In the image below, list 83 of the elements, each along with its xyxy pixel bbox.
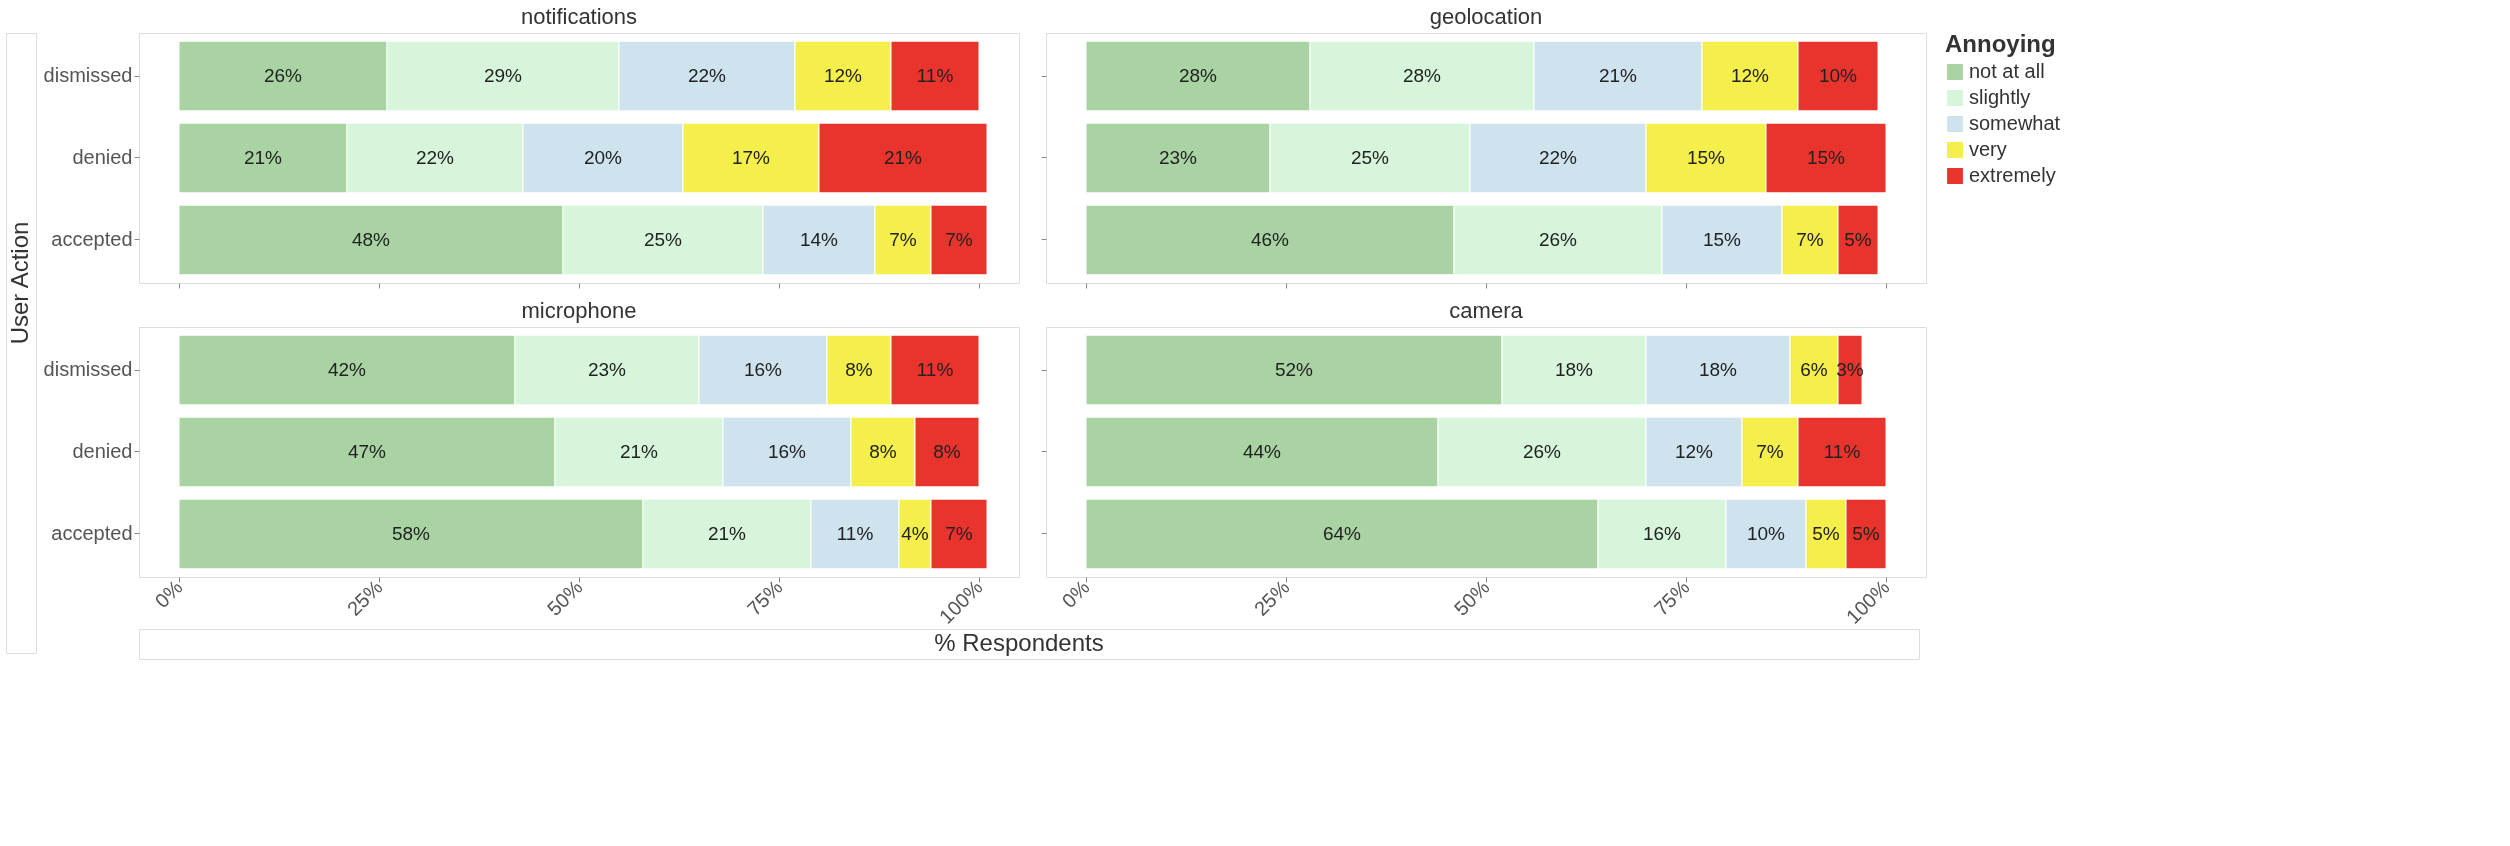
data-label: 5% — [1844, 228, 1872, 250]
data-label: 23% — [587, 359, 627, 381]
data-label: 12% — [1730, 65, 1770, 87]
x-tick-label: 50% — [542, 575, 587, 620]
y-tick-label: dismissed — [43, 64, 133, 87]
x-tick-label: 75% — [742, 575, 787, 620]
data-label: 21% — [243, 147, 283, 168]
data-label: 11% — [1823, 441, 1861, 462]
data-label: 12% — [1674, 441, 1714, 462]
data-label: 23% — [1158, 147, 1198, 168]
legend-label: very — [1969, 138, 2007, 160]
data-label: 8% — [869, 441, 897, 462]
data-label: 21% — [883, 147, 923, 168]
chart-title: microphone — [521, 298, 637, 323]
data-label: 52% — [1274, 359, 1314, 381]
data-label: 17% — [731, 147, 771, 168]
data-label: 25% — [643, 228, 683, 250]
y-axis-title: User Action — [6, 221, 33, 345]
data-label: 15% — [1686, 147, 1726, 168]
data-label: 11% — [916, 359, 954, 381]
y-tick-label: accepted — [51, 227, 133, 250]
chart-title: notifications — [520, 4, 638, 29]
data-label: 16% — [767, 441, 807, 462]
legend-label: extremely — [1969, 164, 2056, 186]
x-tick-label: 50% — [1449, 575, 1494, 620]
chart-title: camera — [1449, 298, 1524, 323]
x-tick-label: 75% — [1649, 575, 1694, 620]
legend-title: Annoying — [1945, 30, 2056, 57]
data-label: 48% — [351, 228, 391, 250]
data-label: 42% — [327, 359, 367, 381]
data-label: 16% — [743, 359, 783, 381]
x-axis-title: % Respondents — [934, 629, 1104, 656]
data-label: 10% — [1746, 522, 1786, 544]
data-label: 11% — [836, 522, 874, 544]
data-label: 7% — [1756, 441, 1784, 462]
data-label: 7% — [1796, 228, 1824, 250]
data-label: 22% — [415, 147, 455, 168]
legend-label: somewhat — [1969, 112, 2061, 134]
data-label: 28% — [1402, 65, 1442, 87]
data-label: 7% — [945, 228, 973, 250]
y-tick-label: denied — [72, 146, 133, 168]
data-label: 21% — [1598, 65, 1638, 87]
x-tick-label: 0% — [150, 575, 187, 613]
data-label: 4% — [901, 522, 929, 544]
data-label: 22% — [1538, 147, 1578, 168]
y-tick-label: denied — [72, 440, 133, 462]
data-label: 10% — [1818, 65, 1858, 87]
data-label: 8% — [845, 359, 873, 381]
data-label: 22% — [687, 65, 727, 87]
data-label: 7% — [945, 522, 973, 544]
data-label: 14% — [799, 228, 839, 250]
data-label: 47% — [347, 441, 387, 462]
data-label: 26% — [1522, 441, 1562, 462]
data-label: 64% — [1322, 522, 1362, 544]
data-label: 16% — [1642, 522, 1682, 544]
data-label: 12% — [823, 65, 863, 87]
data-label: 21% — [707, 522, 747, 544]
legend-label: not at all — [1969, 60, 2045, 82]
data-label: 5% — [1852, 522, 1880, 544]
legend-label: slightly — [1969, 86, 2031, 108]
x-tick-label: 0% — [1057, 575, 1094, 613]
data-label: 58% — [391, 522, 431, 544]
y-tick-label: accepted — [51, 521, 133, 544]
data-label: 18% — [1554, 359, 1594, 381]
data-label: 7% — [889, 228, 917, 250]
data-label: 15% — [1806, 147, 1846, 168]
data-label: 21% — [619, 441, 659, 462]
data-label: 15% — [1702, 228, 1742, 250]
y-tick-label: dismissed — [43, 358, 133, 381]
data-label: 46% — [1250, 228, 1290, 250]
data-label: 20% — [583, 147, 623, 168]
data-label: 26% — [263, 65, 303, 87]
data-label: 8% — [933, 441, 961, 462]
data-label: 29% — [483, 65, 523, 87]
data-label: 6% — [1800, 359, 1828, 381]
data-label: 5% — [1812, 522, 1840, 544]
chart-title: geolocation — [1429, 4, 1543, 29]
data-label: 18% — [1698, 359, 1738, 381]
data-label: 11% — [916, 65, 954, 87]
data-label: 44% — [1242, 441, 1282, 462]
data-label: 25% — [1350, 147, 1390, 168]
data-label: 26% — [1538, 228, 1578, 250]
data-label: 28% — [1178, 65, 1218, 87]
